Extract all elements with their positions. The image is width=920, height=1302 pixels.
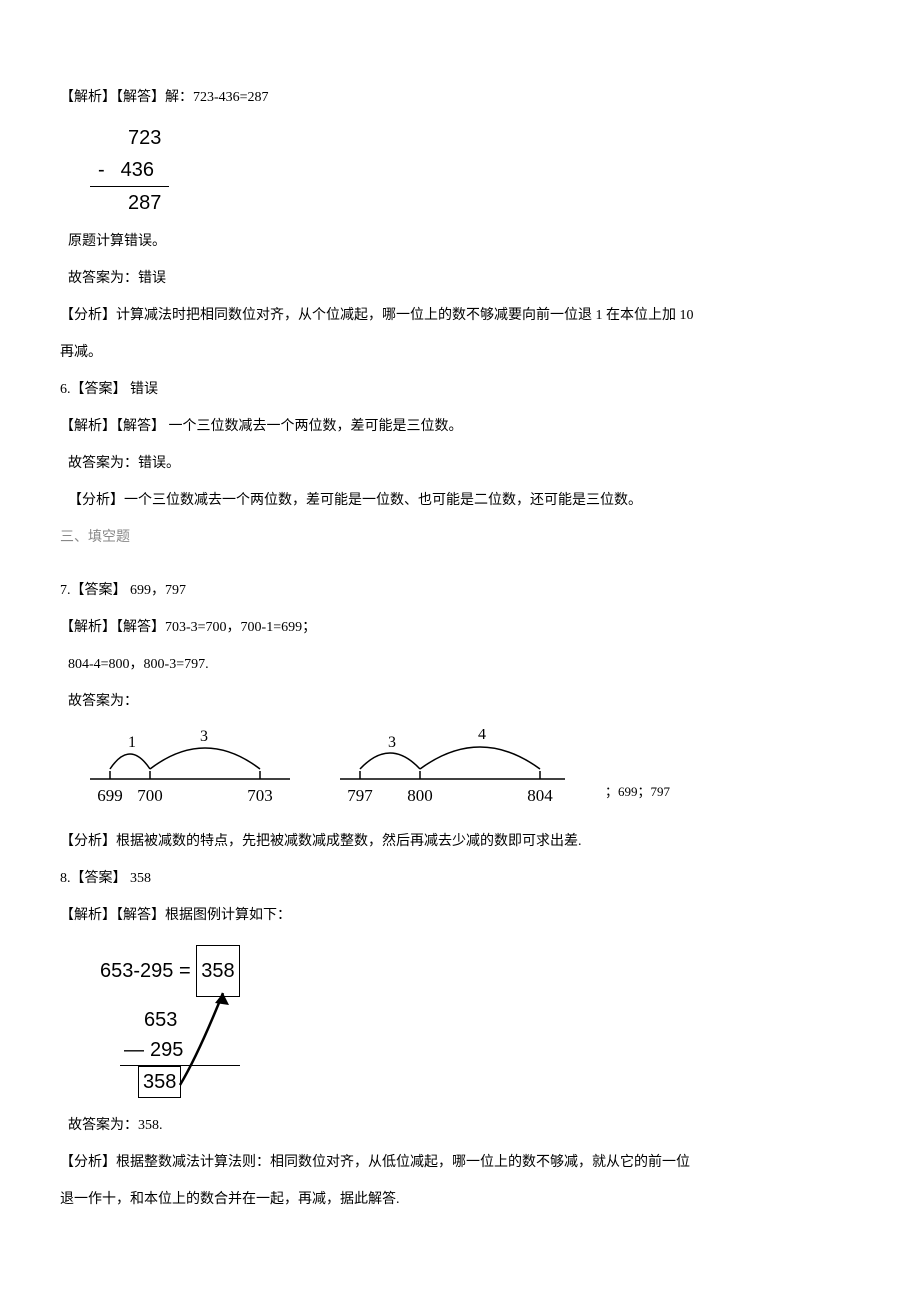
nl2-arc-right-label: 4 [478, 729, 486, 743]
q8-calc-diagram: 653-295 = 358 653 —295 358 [100, 945, 240, 1098]
q8-answer: 8.【答案】 358 [60, 861, 860, 896]
calc-top: 723 [90, 122, 169, 154]
analysis-prefix: 【解析】【解答】解： [60, 90, 193, 105]
q5-text4: 再减。 [60, 335, 860, 370]
q5-text1: 原题计算错误。 [60, 224, 860, 259]
number-line-1: 1 3 699 700 703 [80, 729, 300, 814]
number-lines: 1 3 699 700 703 3 4 797 800 804 ；699；797 [80, 729, 860, 814]
nl2-tick-0: 797 [347, 786, 373, 805]
q7-text2: 804-4=800，800-3=797. [60, 647, 860, 682]
q6-text3: 【分析】一个三位数减去一个两位数，差可能是一位数、也可能是二位数，还可能是三位数… [60, 483, 860, 518]
nl1-tick-2: 703 [247, 786, 273, 805]
section3-header: 三、填空题 [60, 520, 860, 555]
number-line-2: 3 4 797 800 804 [330, 729, 575, 814]
minus-sign: - [98, 159, 105, 181]
q5-analysis-line: 【解析】【解答】解：723-436=287 [60, 80, 860, 115]
q6-answer: 6.【答案】 错误 [60, 372, 860, 407]
q8-eq-left: 653-295 [100, 960, 173, 982]
q5-vertical-calc: 723 -436 287 [90, 122, 169, 219]
q5-text2: 故答案为：错误 [60, 261, 860, 296]
q8-text3: 【分析】根据整数减法计算法则：相同数位对齐，从低位减起，哪一位上的数不够减，就从… [60, 1145, 860, 1180]
nl1-tick-1: 700 [137, 786, 163, 805]
q6-text2: 故答案为：错误。 [60, 446, 860, 481]
nl2-arc-left-label: 3 [388, 734, 396, 751]
calc-bottom: 436 [121, 159, 154, 181]
nl1-arc-left-label: 1 [128, 734, 136, 751]
q7-trailing: ；699；797 [605, 776, 670, 815]
nl2-tick-2: 804 [527, 786, 553, 805]
q6-text1: 【解析】【解答】 一个三位数减去一个两位数，差可能是三位数。 [60, 409, 860, 444]
calc-op-row: -436 [90, 154, 169, 187]
arrow-curve [168, 975, 248, 1095]
nl1-arc-right-label: 3 [200, 729, 208, 745]
q7-text3: 故答案为： [60, 684, 860, 719]
q8-minus: — [124, 1039, 144, 1061]
q8-text4: 退一作十，和本位上的数合并在一起，再减，据此解答. [60, 1182, 860, 1217]
calc-result: 287 [90, 187, 169, 219]
nl2-tick-1: 800 [407, 786, 433, 805]
q8-text1: 【解析】【解答】根据图例计算如下： [60, 898, 860, 933]
q5-equation: 723-436=287 [193, 90, 269, 105]
nl1-tick-0: 699 [97, 786, 123, 805]
q7-text4: 【分析】根据被减数的特点，先把被减数减成整数，然后再减去少减的数即可求出差. [60, 824, 860, 859]
q5-text3: 【分析】计算减法时把相同数位对齐，从个位减起，哪一位上的数不够减要向前一位退 1… [60, 298, 860, 333]
q7-text1: 【解析】【解答】703-3=700，700-1=699； [60, 610, 860, 645]
q8-text2: 故答案为：358. [60, 1108, 860, 1143]
q7-answer: 7.【答案】 699，797 [60, 573, 860, 608]
